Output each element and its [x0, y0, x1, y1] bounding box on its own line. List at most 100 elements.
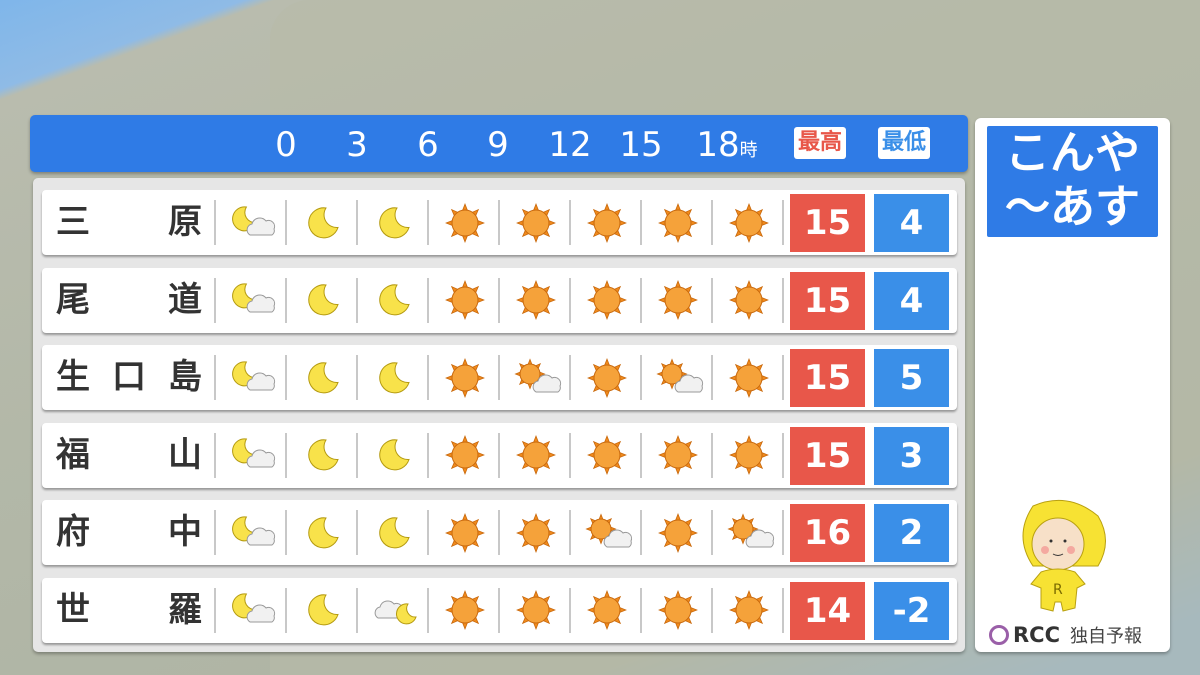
- hour-label: 6: [417, 125, 439, 165]
- column-divider: [711, 510, 713, 555]
- forecast-row: 尾道 15 4: [42, 267, 957, 333]
- forecast-row: 生口島 15 5: [42, 345, 957, 410]
- sun-icon: [642, 190, 713, 255]
- forecast-row: 三原 15 4: [42, 190, 957, 255]
- column-divider: [214, 587, 216, 633]
- sun-cloud-icon: [713, 500, 784, 565]
- column-divider: [356, 355, 358, 400]
- max-temp: 15: [790, 426, 865, 485]
- moon-cloud-icon: [216, 268, 287, 333]
- location-name: 福山: [56, 434, 202, 475]
- location-name: 生口島: [56, 357, 202, 397]
- sun-icon: [500, 190, 571, 255]
- moon-cloud-icon: [216, 345, 287, 410]
- mascot-lemon-character: R: [1022, 499, 1106, 612]
- location-name: 世羅: [56, 589, 202, 630]
- column-divider: [214, 432, 216, 478]
- hour-label: 15: [619, 125, 663, 165]
- min-temp: 4: [874, 271, 949, 330]
- column-divider: [427, 510, 429, 555]
- max-temp: 15: [790, 349, 865, 407]
- sun-icon: [500, 268, 571, 333]
- sun-icon: [713, 423, 784, 488]
- sun-icon: [642, 578, 713, 643]
- sun-icon: [713, 578, 784, 643]
- sun-icon: [429, 190, 500, 255]
- column-divider: [498, 355, 500, 400]
- moon-icon: [358, 268, 429, 333]
- column-divider: [498, 277, 500, 323]
- column-divider: [285, 277, 287, 323]
- column-divider: [569, 587, 571, 633]
- column-divider: [569, 510, 571, 555]
- hour-label: 18時: [696, 125, 758, 165]
- sun-icon: [429, 423, 500, 488]
- hour-unit: 時: [739, 140, 758, 161]
- column-divider: [498, 587, 500, 633]
- sun-icon: [713, 345, 784, 410]
- column-divider: [640, 510, 642, 555]
- forecast-row: 福山 15 3: [42, 422, 957, 488]
- column-divider: [498, 432, 500, 478]
- column-divider: [711, 277, 713, 323]
- max-temp: 15: [790, 271, 865, 330]
- column-divider: [498, 200, 500, 245]
- column-divider: [356, 277, 358, 323]
- min-temp: -2: [874, 581, 949, 640]
- column-divider: [214, 200, 216, 245]
- location-name: 府中: [56, 512, 202, 552]
- min-temp: 4: [874, 194, 949, 252]
- forecast-table: 三原 15 4 尾道 15 4 生口島 15 5 福山 15 3 府中 16 2 世羅 14 -2: [33, 178, 965, 652]
- moon-cloud-icon: [216, 500, 287, 565]
- moon-icon: [358, 500, 429, 565]
- sun-icon: [713, 190, 784, 255]
- sun-icon: [642, 268, 713, 333]
- column-divider: [285, 510, 287, 555]
- max-temp-label: 最高: [794, 127, 847, 159]
- column-divider: [498, 510, 500, 555]
- column-divider: [782, 200, 784, 245]
- column-divider: [569, 355, 571, 400]
- forecast-period-title: こんや 〜あす: [987, 126, 1158, 237]
- moon-icon: [358, 190, 429, 255]
- sun-icon: [642, 423, 713, 488]
- moon-icon: [287, 190, 358, 255]
- moon-icon: [287, 345, 358, 410]
- sun-icon: [571, 345, 642, 410]
- column-divider: [711, 587, 713, 633]
- sun-icon: [429, 268, 500, 333]
- column-divider: [427, 587, 429, 633]
- sun-cloud-icon: [642, 345, 713, 410]
- sun-icon: [571, 190, 642, 255]
- column-divider: [782, 432, 784, 478]
- min-temp: 2: [874, 504, 949, 562]
- moon-icon: [287, 500, 358, 565]
- column-divider: [782, 587, 784, 633]
- column-divider: [782, 355, 784, 400]
- svg-text:R: R: [1053, 582, 1063, 598]
- column-divider: [427, 200, 429, 245]
- min-temp: 3: [874, 426, 949, 485]
- moon-icon: [358, 423, 429, 488]
- column-divider: [711, 432, 713, 478]
- sun-icon: [500, 500, 571, 565]
- column-divider: [285, 200, 287, 245]
- column-divider: [640, 587, 642, 633]
- column-divider: [285, 587, 287, 633]
- sun-icon: [429, 500, 500, 565]
- column-divider: [640, 355, 642, 400]
- sun-icon: [500, 423, 571, 488]
- column-divider: [711, 200, 713, 245]
- sun-icon: [571, 423, 642, 488]
- max-temp: 14: [790, 581, 865, 640]
- hour-label: 12: [548, 125, 592, 165]
- sun-icon: [642, 500, 713, 565]
- column-divider: [285, 355, 287, 400]
- moon-cloud-icon: [216, 423, 287, 488]
- column-divider: [214, 277, 216, 323]
- moon-cloud-icon: [216, 190, 287, 255]
- moon-cloud-icon: [216, 578, 287, 643]
- column-divider: [640, 432, 642, 478]
- cloud-moon-icon: [358, 578, 429, 643]
